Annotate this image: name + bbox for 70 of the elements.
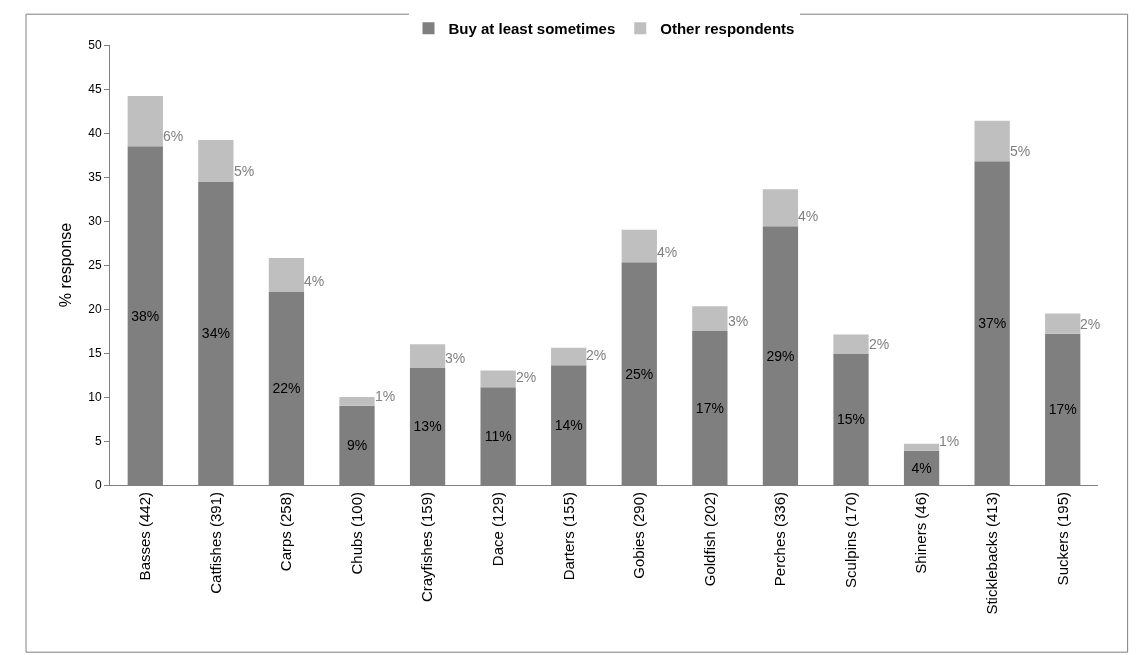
x-tick-label: Shiners (46) <box>912 492 930 574</box>
data-label: 11% <box>484 428 512 445</box>
y-tick-label: 35 <box>88 170 102 185</box>
data-label: 5% <box>1010 143 1031 159</box>
data-label: 34% <box>201 325 230 342</box>
data-label: 5% <box>234 163 255 179</box>
bar <box>1045 313 1081 334</box>
x-tick-label: Gobies (290) <box>630 492 648 579</box>
data-label: 9% <box>346 437 368 454</box>
bar <box>621 229 657 263</box>
data-label: 1% <box>939 433 960 449</box>
bar <box>903 443 940 451</box>
data-label: 22% <box>272 380 301 397</box>
bar <box>762 189 799 227</box>
data-label: 4% <box>911 459 932 476</box>
bar <box>268 257 305 292</box>
data-label: 17% <box>1048 401 1077 418</box>
y-tick-label: 10 <box>88 390 102 405</box>
x-tick-label: Basses (442) <box>136 492 154 581</box>
bar <box>339 397 375 406</box>
x-tick-label: Sticklebacks (413) <box>983 492 1001 615</box>
data-label: 3% <box>728 313 749 329</box>
data-label: 6% <box>163 128 184 144</box>
legend-label: Other respondents <box>660 20 795 38</box>
x-tick-label: Carps (258) <box>277 492 295 572</box>
data-label: 4% <box>798 208 819 224</box>
y-tick-label: 30 <box>88 214 102 229</box>
bar <box>198 140 234 182</box>
x-tick-label: Dace (129) <box>489 492 507 567</box>
data-label: 29% <box>766 347 795 364</box>
data-label: 2% <box>586 347 607 363</box>
x-tick-label: Perches (336) <box>771 492 789 587</box>
bar <box>480 370 516 388</box>
x-tick-label: Suckers (195) <box>1053 492 1071 586</box>
y-tick-label: 5 <box>94 434 102 449</box>
bar <box>409 344 446 368</box>
y-tick-label: 20 <box>88 302 102 317</box>
y-tick-label: 0 <box>94 478 102 493</box>
bar <box>692 306 728 331</box>
data-label: 13% <box>413 418 442 435</box>
x-tick-label: Sculpins (170) <box>841 492 859 588</box>
data-label: 14% <box>554 417 583 434</box>
bar <box>551 347 587 366</box>
data-label: 17% <box>695 400 724 416</box>
data-label: 15% <box>836 411 866 428</box>
data-label: 4% <box>304 273 325 289</box>
legend-label: Buy at least sometimes <box>448 20 616 38</box>
x-tick-label: Catfishes (391) <box>206 492 224 594</box>
x-tick-label: Goldfish (202) <box>700 492 718 587</box>
x-tick-label: Chubs (100) <box>347 492 365 575</box>
data-label: 2% <box>1080 316 1101 332</box>
data-label: 2% <box>516 369 537 385</box>
y-tick-label: 40 <box>88 126 102 141</box>
data-label: 1% <box>375 388 396 404</box>
x-tick-label: Darters (155) <box>559 492 577 581</box>
data-label: 38% <box>131 307 160 324</box>
bar <box>974 120 1010 162</box>
data-label: 37% <box>978 315 1007 332</box>
data-label: 25% <box>625 365 654 382</box>
y-axis-title: % response <box>57 222 75 308</box>
y-tick-label: 15 <box>88 346 102 361</box>
data-label: 3% <box>445 350 466 366</box>
y-tick-label: 25 <box>88 258 102 273</box>
bar <box>127 96 163 147</box>
data-label: 4% <box>657 244 678 260</box>
y-tick-label: 50 <box>88 38 102 53</box>
data-label: 2% <box>869 336 890 352</box>
y-tick-label: 45 <box>88 82 102 97</box>
bar <box>833 334 869 354</box>
x-tick-label: Crayfishes (159) <box>418 492 436 603</box>
